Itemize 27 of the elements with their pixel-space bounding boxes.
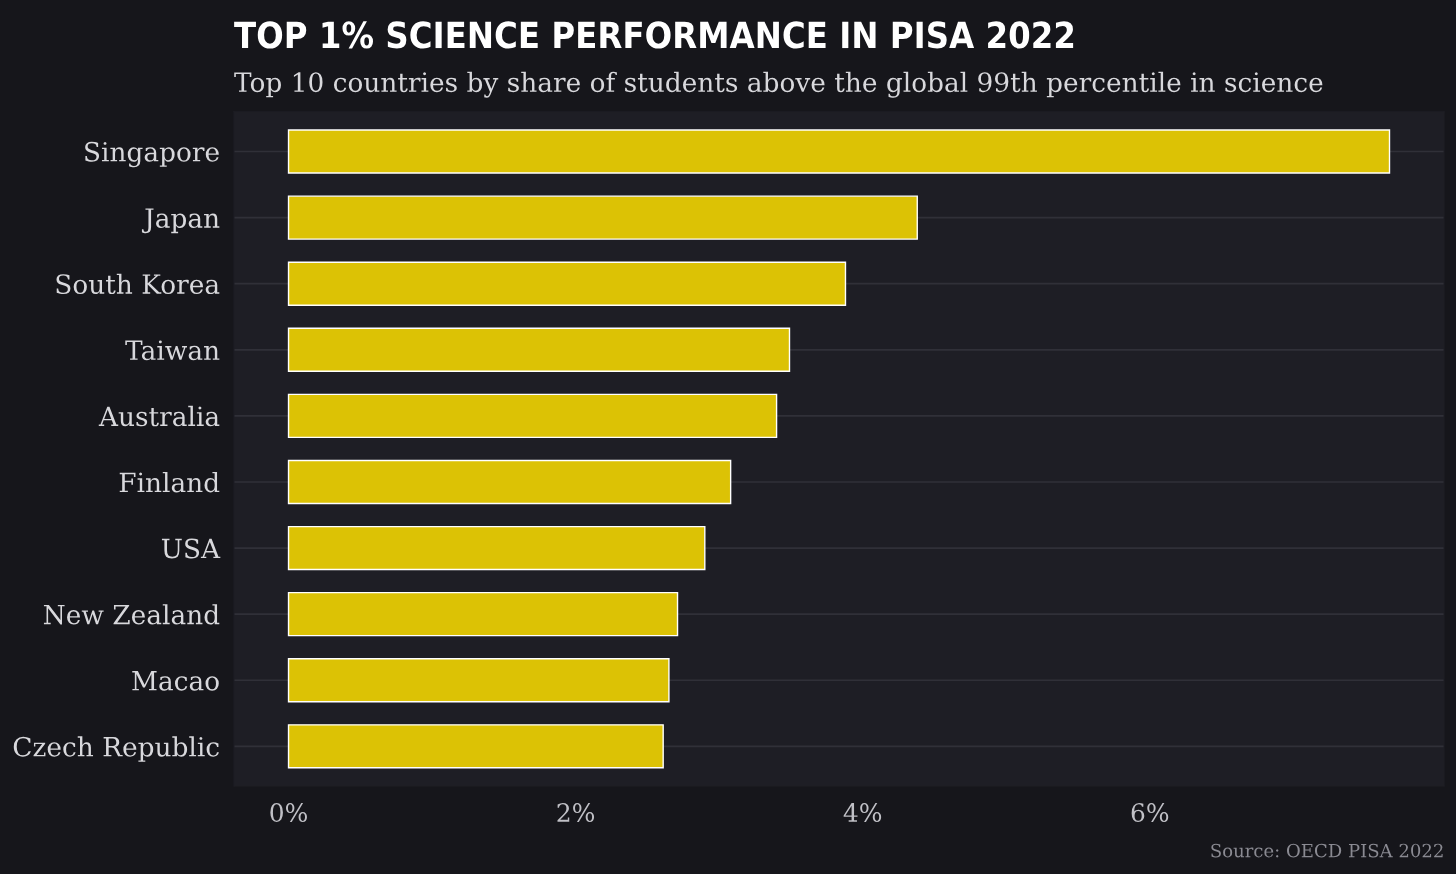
x-tick-label: 4% (843, 803, 882, 823)
x-tick-label: 0% (270, 803, 307, 823)
bar (287, 658, 670, 703)
x-tick-label: 6% (1131, 803, 1169, 823)
chart-title: TOP 1% SCIENCE PERFORMANCE IN PISA 2022 (234, 21, 1074, 49)
bar (287, 525, 706, 571)
y-tick-label: Finland (119, 471, 220, 493)
x-tick-label: 2% (557, 803, 595, 823)
bar (287, 129, 1391, 174)
y-tick-label: USA (161, 538, 221, 559)
y-tick-label: Singapore (85, 141, 219, 168)
source-note: Source: OECD PISA 2022 (1211, 843, 1443, 858)
bar (287, 327, 791, 372)
chart-subtitle: Top 10 countries by share of students above the global 99th percentile in science (234, 71, 1323, 98)
y-tick-label: South Korea (56, 273, 220, 295)
bar (287, 459, 732, 505)
y-tick-label: Australia (98, 405, 220, 427)
bar (287, 724, 664, 769)
y-tick-label: Czech Republic (13, 736, 219, 762)
bar (287, 195, 918, 240)
y-tick-label: Macao (132, 671, 219, 691)
y-tick-label: Japan (141, 208, 220, 234)
bar (287, 261, 847, 306)
y-tick-label: Taiwan (125, 340, 220, 361)
bar (287, 591, 679, 637)
bar (287, 393, 778, 439)
y-tick-label: New Zealand (43, 604, 220, 625)
